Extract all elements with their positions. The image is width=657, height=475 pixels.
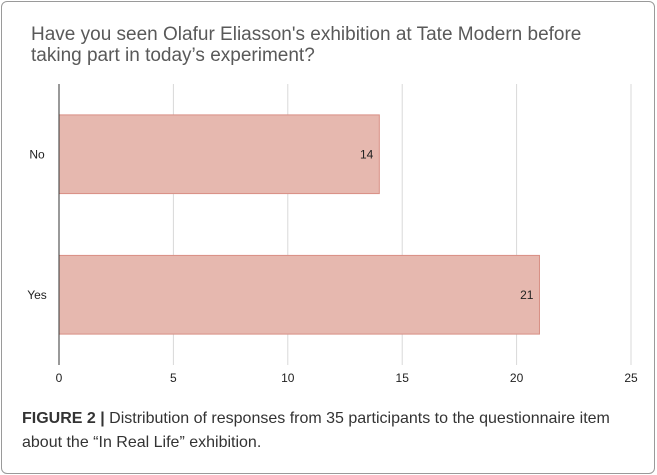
category-label-yes: Yes <box>27 288 47 302</box>
x-tick-label-5: 5 <box>170 371 177 385</box>
bars <box>58 114 540 335</box>
bar-chart: No 14 Yes 21 0 5 10 15 20 25 <box>27 84 638 385</box>
x-tick-label-20: 20 <box>510 371 524 385</box>
labels: No 14 Yes 21 0 5 10 15 20 25 <box>27 147 638 385</box>
figure-caption-label: FIGURE 2 | <box>22 410 105 427</box>
chart-title: Have you seen Olafur Eliasson's exhibiti… <box>31 24 582 66</box>
data-label-no: 14 <box>360 147 374 161</box>
x-tick-label-10: 10 <box>281 371 295 385</box>
figure-caption-text: Distribution of responses from 35 partic… <box>22 410 610 451</box>
category-label-no: No <box>29 147 45 161</box>
bar-no <box>58 114 380 195</box>
data-label-yes: 21 <box>520 288 534 302</box>
figure-caption: FIGURE 2 | Distribution of responses fro… <box>22 407 637 455</box>
x-tick-label-0: 0 <box>56 371 63 385</box>
x-tick-label-15: 15 <box>396 371 410 385</box>
x-tick-label-25: 25 <box>624 371 638 385</box>
bar-yes <box>58 254 540 335</box>
